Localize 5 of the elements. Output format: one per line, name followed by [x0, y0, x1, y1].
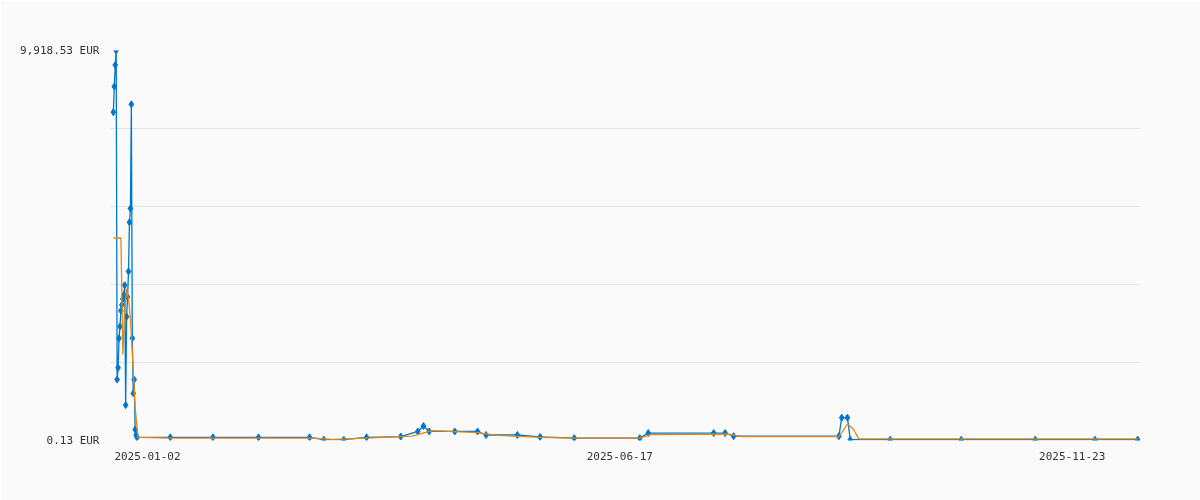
- y-tick-label: 9,918.53 EUR: [20, 44, 100, 57]
- y-tick-label: 0.13 EUR: [46, 434, 100, 447]
- x-tick-label: 2025-06-17: [586, 449, 653, 463]
- x-tick-label: 2025-01-02: [114, 449, 181, 463]
- x-tick-label: 2025-11-23: [1039, 449, 1106, 463]
